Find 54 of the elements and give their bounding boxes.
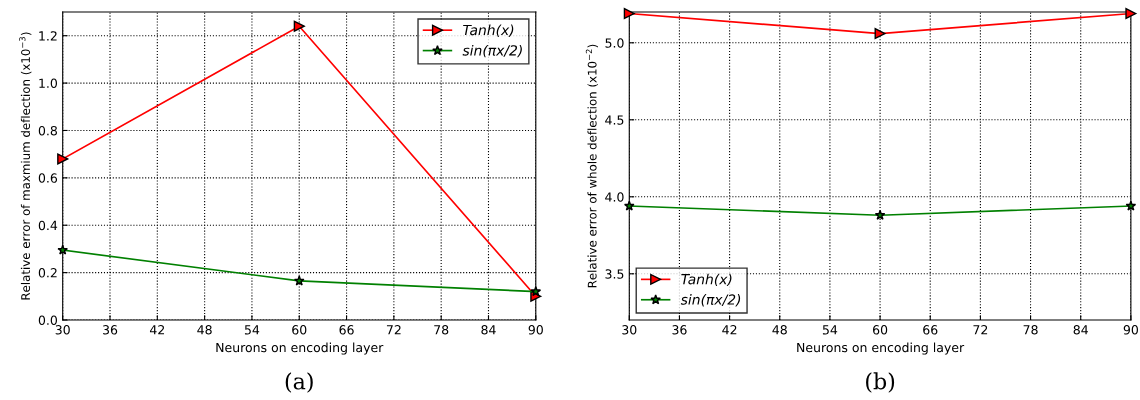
legend-label: sin(πx/2)	[462, 44, 522, 58]
x-tick-label: 66	[923, 325, 938, 335]
x-tick-label: 72	[973, 325, 988, 335]
point	[623, 200, 635, 211]
x-tick-label: 30	[622, 325, 637, 335]
x-tick-label: 30	[55, 325, 70, 335]
x-tick-label: 90	[528, 325, 543, 335]
y-tick-label: 0.6	[38, 173, 58, 183]
x-tick-label: 54	[244, 325, 260, 335]
x-tick-label: 54	[822, 325, 838, 335]
y-tick-label: 4.5	[605, 115, 624, 125]
point	[1125, 200, 1137, 211]
point	[623, 7, 635, 20]
x-tick-label: 42	[722, 325, 737, 335]
x-axis-title: Neurons on encoding layer	[216, 342, 384, 355]
point	[874, 209, 886, 220]
x-tick-label: 60	[873, 325, 888, 335]
point	[1125, 7, 1137, 20]
y-tick-label: 5.0	[605, 38, 624, 48]
text: (b)	[866, 372, 895, 393]
x-tick-label: 36	[672, 325, 687, 335]
x-tick-label: 84	[1073, 325, 1088, 335]
x-tick-label: 48	[197, 325, 212, 335]
y-tick-label: 3.5	[605, 269, 624, 279]
y-tick-label: 0.8	[38, 125, 57, 136]
x-tick-label: 48	[772, 325, 787, 335]
y-tick-label: 0.4	[38, 220, 58, 231]
y-tick-label: 1.0	[39, 78, 58, 88]
text: (a)	[285, 372, 313, 393]
point	[293, 275, 305, 286]
x-axis-title: Neurons on encoding layer	[797, 342, 965, 355]
x-tick-label: 36	[103, 325, 118, 335]
legend-label: sin(πx/2)	[680, 294, 741, 307]
y-tick-label: 0.2	[38, 268, 57, 278]
x-tick-label: 78	[434, 325, 449, 335]
x-tick-label: 78	[1023, 325, 1038, 335]
x-tick-label: 90	[1123, 325, 1138, 335]
legend-label: Tanh(x)	[463, 24, 514, 37]
legend-label: Tanh(x)	[681, 273, 732, 287]
x-tick-label: 84	[481, 325, 496, 335]
point	[57, 244, 69, 255]
point	[530, 286, 542, 297]
y-axis-title: Relative error of whole deflection (x10$^{−2}$)	[585, 44, 598, 288]
y-tick-label: 1.2	[39, 31, 57, 41]
y-tick-label: 0.0	[38, 315, 58, 325]
x-tick-label: 60	[292, 325, 307, 335]
x-tick-label: 42	[149, 325, 165, 335]
y-axis-title: Relative error of maxmium deflection (x10$^{−3}$)	[19, 32, 32, 300]
point	[874, 28, 886, 40]
y-tick-label: 4.0	[605, 192, 624, 202]
x-tick-label: 66	[339, 325, 354, 335]
point	[293, 20, 305, 32]
point	[57, 153, 69, 165]
x-tick-label: 72	[386, 325, 401, 335]
